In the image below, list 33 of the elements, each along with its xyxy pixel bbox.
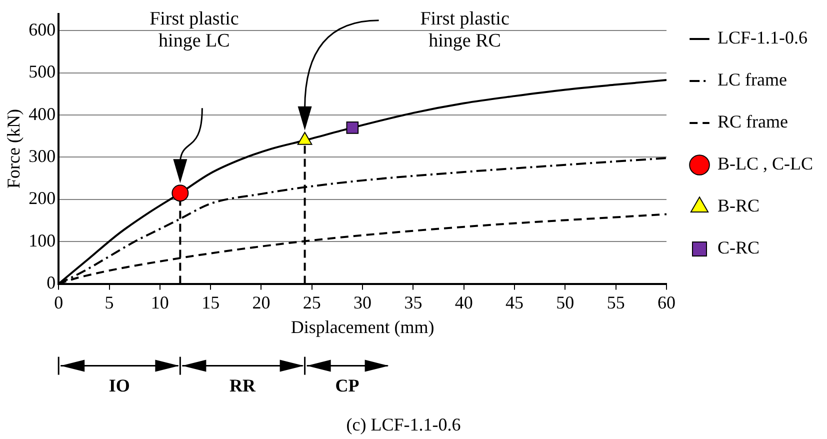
x-tick-label: 35 [404,292,422,312]
x-tick-label: 15 [202,292,220,312]
x-tick-label: 55 [606,292,625,312]
x-tick-label: 25 [302,292,321,312]
text: RR [229,375,256,396]
x-tick-label: 40 [454,292,473,312]
x-tick-label: 45 [506,292,524,312]
x-tick-label: 5 [104,292,114,312]
y-tick-label: 100 [28,230,56,250]
legend-label: RC frame [718,112,788,132]
y-tick-label: 0 [46,272,56,293]
x-tick-label: 20 [252,292,270,312]
x-axis-title: Displacement (mm) [290,316,434,337]
x-tick-label: 50 [556,292,574,312]
x-tick-label: 60 [658,292,676,312]
y-tick-label: 300 [28,146,56,166]
legend-label: B-LC , C-LC [718,154,814,174]
y-tick-label: 500 [28,62,56,82]
text: (c) LCF-1.1-0.6 [346,414,461,435]
y-tick-label: 600 [28,19,56,40]
legend-label: B-RC [718,196,760,216]
y-axis-title: Force (kN) [4,109,24,189]
y-tick-label: 200 [28,188,56,208]
text: CP [335,375,360,396]
legend-label: C-RC [718,238,760,258]
x-tick-label: 30 [354,292,372,312]
annotation: First plastic hinge LC [150,8,239,52]
legend-label: LC frame [718,70,787,90]
x-tick-label: 10 [150,292,169,312]
y-tick-label: 400 [28,104,56,124]
annotation: First plastic hinge RC [420,8,510,52]
text: IO [108,375,130,396]
legend-label: LCF-1.1-0.6 [718,28,808,48]
